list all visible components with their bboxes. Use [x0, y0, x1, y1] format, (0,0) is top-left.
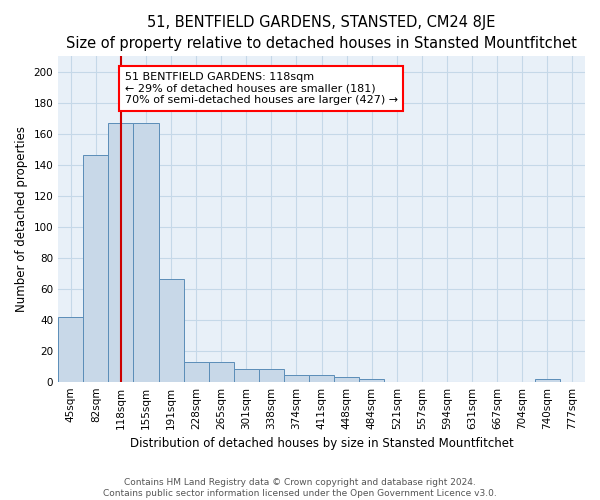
Bar [259, 370, 284, 382]
Title: 51, BENTFIELD GARDENS, STANSTED, CM24 8JE
Size of property relative to detached : 51, BENTFIELD GARDENS, STANSTED, CM24 8J… [66, 15, 577, 51]
Bar [309, 376, 334, 382]
Text: Contains HM Land Registry data © Crown copyright and database right 2024.
Contai: Contains HM Land Registry data © Crown c… [103, 478, 497, 498]
Bar [184, 362, 209, 382]
X-axis label: Distribution of detached houses by size in Stansted Mountfitchet: Distribution of detached houses by size … [130, 437, 514, 450]
Bar [133, 123, 158, 382]
Bar [334, 377, 359, 382]
Bar [535, 378, 560, 382]
Bar [209, 362, 234, 382]
Bar [58, 316, 83, 382]
Bar [234, 370, 259, 382]
Bar [359, 378, 385, 382]
Bar [83, 156, 109, 382]
Bar [284, 376, 309, 382]
Text: 51 BENTFIELD GARDENS: 118sqm
← 29% of detached houses are smaller (181)
70% of s: 51 BENTFIELD GARDENS: 118sqm ← 29% of de… [125, 72, 398, 105]
Y-axis label: Number of detached properties: Number of detached properties [15, 126, 28, 312]
Bar [109, 123, 133, 382]
Bar [158, 280, 184, 382]
